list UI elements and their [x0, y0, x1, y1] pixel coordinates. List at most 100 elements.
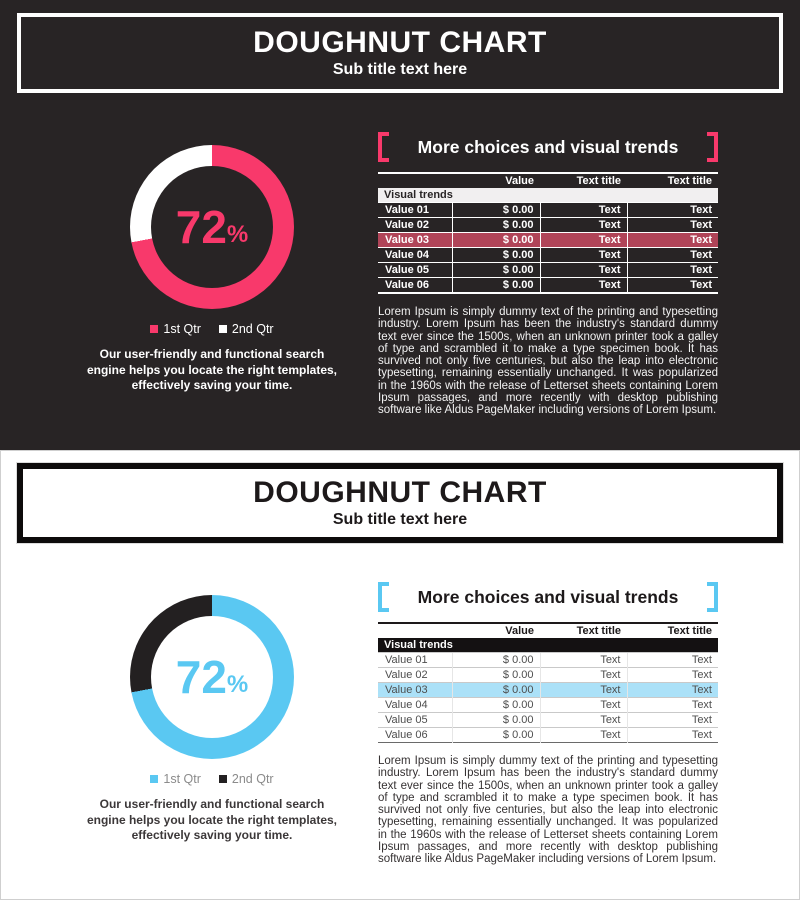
- table-row-highlighted: Value 03 $ 0.00 Text Text: [378, 232, 718, 248]
- slide-subtitle: Sub title text here: [332, 61, 468, 78]
- cell-text: Text: [539, 247, 627, 263]
- bracket-right-icon: [707, 132, 718, 162]
- row-label: Value 03: [378, 682, 452, 698]
- column-header: Value: [505, 175, 534, 187]
- legend-item: 2nd Qtr: [218, 772, 274, 786]
- row-label: Value 01: [378, 652, 452, 668]
- title-frame: DOUGHNUT CHART Sub title text here: [16, 462, 784, 544]
- details-panel: More choices and visual trends Value Tex…: [378, 580, 718, 866]
- column-header: Text title: [667, 625, 712, 637]
- values-table: Value Text title Text title Visual trend…: [378, 622, 718, 743]
- table-row-highlighted: Value 03 $ 0.00 Text Text: [378, 682, 718, 698]
- column-header: Value: [505, 625, 534, 637]
- legend-label: 1st Qtr: [163, 322, 201, 336]
- legend-swatch-icon: [150, 775, 159, 783]
- cell-text: Text: [626, 247, 718, 263]
- cell-text: Text: [539, 262, 627, 278]
- cell-text: Text: [626, 712, 718, 728]
- row-label: Value 02: [378, 217, 452, 233]
- cell-text: Text: [626, 667, 718, 683]
- values-table: Value Text title Text title Visual trend…: [378, 172, 718, 294]
- doughnut-hole: [151, 616, 273, 738]
- row-label: Value 06: [378, 727, 452, 743]
- legend-item: 1st Qtr: [150, 322, 201, 336]
- legend-item: 1st Qtr: [150, 772, 201, 786]
- percent-value: 72: [175, 651, 227, 703]
- doughnut-chart: 72 %: [130, 145, 294, 309]
- slide-subtitle: Sub title text here: [332, 511, 468, 528]
- legend-label: 2nd Qtr: [231, 322, 274, 336]
- cell-text: Text: [626, 202, 718, 218]
- slide-title: DOUGHNUT CHART: [253, 26, 547, 59]
- bracket-left-icon: [378, 132, 389, 162]
- doughnut-center-label: 72 %: [130, 595, 294, 759]
- panel-title: More choices and visual trends: [417, 136, 679, 157]
- row-label: Value 04: [378, 697, 452, 713]
- table-row: Value 06 $ 0.00 Text Text: [378, 277, 718, 293]
- row-label: Value 01: [378, 202, 452, 218]
- row-label: Value 03: [378, 232, 452, 248]
- panel-header: More choices and visual trends: [378, 580, 718, 614]
- cell-text: Text: [539, 697, 627, 713]
- group-label: Visual trends: [378, 638, 718, 653]
- table-row: Value 02 $ 0.00 Text Text: [378, 667, 718, 683]
- cell-text: Text: [626, 727, 718, 743]
- row-label: Value 06: [378, 277, 452, 293]
- doughnut-block: 72 % 1st Qtr 2nd Qtr Our user-friendly a…: [86, 132, 338, 394]
- row-label: Value 02: [378, 667, 452, 683]
- column-header: [378, 173, 452, 188]
- row-label: Value 04: [378, 247, 452, 263]
- slide-doughnut-light: DOUGHNUT CHART Sub title text here 72 % …: [0, 450, 800, 900]
- cell-value: $ 0.00: [451, 727, 540, 743]
- body-paragraph: Lorem Ipsum is simply dummy text of the …: [378, 306, 718, 417]
- bracket-left-icon: [378, 582, 389, 612]
- cell-text: Text: [626, 697, 718, 713]
- chart-legend: 1st Qtr 2nd Qtr: [86, 772, 338, 786]
- cell-text: Text: [626, 232, 718, 248]
- panel-header: More choices and visual trends: [378, 130, 718, 164]
- doughnut-block: 72 % 1st Qtr 2nd Qtr Our user-friendly a…: [86, 582, 338, 844]
- row-label: Value 05: [378, 712, 452, 728]
- slide-title: DOUGHNUT CHART: [253, 476, 547, 509]
- table-row: Value 06 $ 0.00 Text Text: [378, 727, 718, 743]
- table-row: Value 01 $ 0.00 Text Text: [378, 202, 718, 218]
- table-row: Value 04 $ 0.00 Text Text: [378, 697, 718, 713]
- cell-text: Text: [626, 652, 718, 668]
- legend-item: 2nd Qtr: [218, 322, 274, 336]
- percent-sign: %: [226, 221, 249, 248]
- group-label: Visual trends: [378, 188, 718, 203]
- cell-text: Text: [539, 727, 627, 743]
- cell-value: $ 0.00: [451, 217, 540, 233]
- cell-value: $ 0.00: [451, 262, 540, 278]
- cell-value: $ 0.00: [451, 202, 540, 218]
- doughnut-chart: 72 %: [130, 595, 294, 759]
- table-row: Value 05 $ 0.00 Text Text: [378, 712, 718, 728]
- table-group-row: Visual trends: [378, 638, 718, 653]
- table-header-row: Value Text title Text title: [378, 623, 718, 638]
- cell-value: $ 0.00: [451, 232, 540, 248]
- percent-sign: %: [226, 671, 249, 698]
- table-row: Value 01 $ 0.00 Text Text: [378, 652, 718, 668]
- column-header: [378, 623, 452, 638]
- cell-value: $ 0.00: [451, 247, 540, 263]
- column-header: Text title: [576, 625, 621, 637]
- cell-text: Text: [539, 202, 627, 218]
- cell-text: Text: [626, 682, 718, 698]
- slide-doughnut-dark: DOUGHNUT CHART Sub title text here 72 % …: [0, 0, 800, 450]
- cell-text: Text: [539, 232, 627, 248]
- cell-value: $ 0.00: [451, 697, 540, 713]
- legend-swatch-icon: [150, 325, 159, 333]
- cell-text: Text: [626, 262, 718, 278]
- body-paragraph: Lorem Ipsum is simply dummy text of the …: [378, 755, 718, 866]
- cell-text: Text: [539, 277, 627, 293]
- table-row: Value 05 $ 0.00 Text Text: [378, 262, 718, 278]
- percent-value: 72: [175, 201, 227, 253]
- cell-text: Text: [626, 277, 718, 293]
- row-label: Value 05: [378, 262, 452, 278]
- doughnut-hole: [151, 166, 273, 288]
- table-header-row: Value Text title Text title: [378, 173, 718, 188]
- table-row: Value 04 $ 0.00 Text Text: [378, 247, 718, 263]
- cell-text: Text: [539, 667, 627, 683]
- panel-title: More choices and visual trends: [417, 586, 679, 607]
